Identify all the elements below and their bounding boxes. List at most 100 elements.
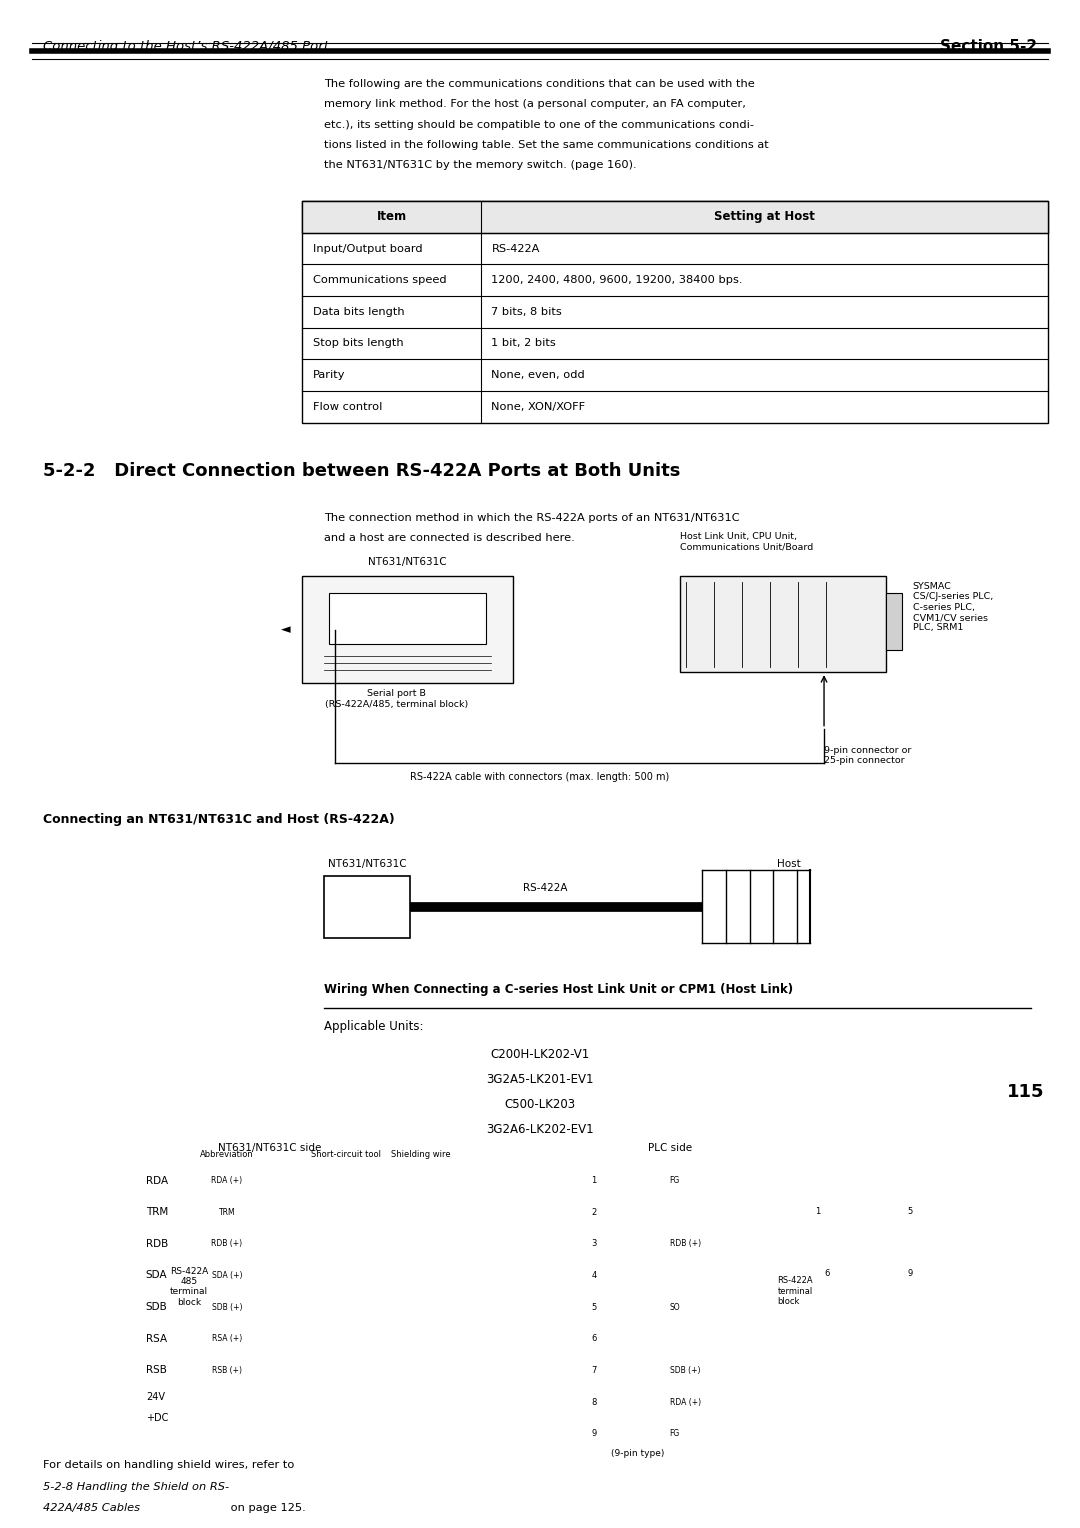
Text: 3G2A6-LK202-EV1: 3G2A6-LK202-EV1 (486, 1123, 594, 1135)
Text: Connecting to the Host’s RS-422A/485 Port: Connecting to the Host’s RS-422A/485 Por… (43, 40, 329, 53)
Circle shape (73, 1357, 99, 1384)
Text: the NT631/NT631C by the memory switch. (page 160).: the NT631/NT631C by the memory switch. (… (324, 160, 636, 171)
Text: C500-LK203: C500-LK203 (504, 1099, 576, 1111)
Text: Connecting an NT631/NT631C and Host (RS-422A): Connecting an NT631/NT631C and Host (RS-… (43, 813, 395, 827)
Text: The connection method in which the RS-422A ports of an NT631/NT631C: The connection method in which the RS-42… (324, 513, 740, 523)
Text: 1200, 2400, 4800, 9600, 19200, 38400 bps.: 1200, 2400, 4800, 9600, 19200, 38400 bps… (491, 275, 743, 286)
Text: PLC side: PLC side (648, 1143, 691, 1154)
Text: Parity: Parity (313, 370, 346, 380)
Circle shape (73, 1198, 99, 1225)
Text: Applicable Units:: Applicable Units: (324, 1021, 423, 1033)
Text: RDA: RDA (146, 1175, 167, 1186)
Text: Communications speed: Communications speed (313, 275, 447, 286)
Text: SDB (+): SDB (+) (670, 1366, 700, 1375)
Text: None, even, odd: None, even, odd (491, 370, 585, 380)
Text: Shielding wire: Shielding wire (391, 1151, 451, 1160)
Bar (329, 593, 486, 643)
Bar (810, 1177, 918, 1380)
Text: Stop bits length: Stop bits length (313, 338, 404, 348)
Text: 6: 6 (592, 1334, 596, 1343)
Text: 1: 1 (815, 1207, 821, 1216)
Text: 5: 5 (907, 1207, 913, 1216)
Text: RDA (+): RDA (+) (670, 1398, 701, 1406)
Circle shape (73, 1230, 99, 1258)
Bar (302, 202, 1048, 232)
Text: ◄: ◄ (282, 623, 291, 636)
Text: RDA (+): RDA (+) (212, 1177, 242, 1186)
Text: FG: FG (670, 1429, 679, 1438)
Text: NT631/NT631C side: NT631/NT631C side (218, 1143, 322, 1154)
Text: Input/Output board: Input/Output board (313, 243, 423, 254)
Text: Data bits length: Data bits length (313, 307, 405, 316)
Text: etc.), its setting should be compatible to one of the communications condi-: etc.), its setting should be compatible … (324, 119, 754, 130)
Bar (302, 202, 1048, 423)
Text: RDB: RDB (146, 1239, 168, 1248)
Text: NT631/NT631C: NT631/NT631C (328, 859, 406, 869)
Text: Host: Host (777, 859, 800, 869)
Text: 422A/485 Cables: 422A/485 Cables (43, 1502, 140, 1513)
Bar (302, 576, 513, 683)
Text: RS-422A cable with connectors (max. length: 500 m): RS-422A cable with connectors (max. leng… (410, 772, 670, 782)
Text: 7 bits, 8 bits: 7 bits, 8 bits (491, 307, 563, 316)
Text: 5-2-2   Direct Connection between RS-422A Ports at Both Units: 5-2-2 Direct Connection between RS-422A … (43, 461, 680, 480)
Text: RDB (+): RDB (+) (212, 1239, 242, 1248)
Text: SDB: SDB (146, 1302, 167, 1313)
Text: 5: 5 (592, 1302, 596, 1311)
Text: 3: 3 (592, 1239, 596, 1248)
Bar (324, 876, 410, 938)
Text: Section 5-2: Section 5-2 (940, 38, 1037, 53)
Text: RSA: RSA (146, 1334, 167, 1343)
Text: tions listed in the following table. Set the same communications conditions at: tions listed in the following table. Set… (324, 141, 769, 150)
Text: +DC: +DC (146, 1413, 168, 1423)
Text: RS-422A: RS-422A (491, 243, 540, 254)
Circle shape (73, 1325, 99, 1352)
Bar (680, 576, 886, 672)
Bar (886, 593, 902, 649)
Circle shape (73, 1262, 99, 1290)
Text: Wiring When Connecting a C-series Host Link Unit or CPM1 (Host Link): Wiring When Connecting a C-series Host L… (324, 983, 793, 996)
Text: TRM: TRM (146, 1207, 168, 1218)
Text: 8: 8 (592, 1398, 596, 1406)
Text: 9: 9 (907, 1268, 913, 1277)
Text: 24V: 24V (146, 1392, 165, 1403)
Text: None, XON/XOFF: None, XON/XOFF (491, 402, 585, 411)
Circle shape (73, 1294, 99, 1320)
Text: NT631/NT631C: NT631/NT631C (368, 558, 447, 567)
Text: (9-pin type): (9-pin type) (610, 1450, 664, 1458)
Text: 5-2-8 Handling the Shield on RS-: 5-2-8 Handling the Shield on RS- (43, 1482, 229, 1493)
Text: The following are the communications conditions that can be used with the: The following are the communications con… (324, 79, 755, 89)
Text: 1 bit, 2 bits: 1 bit, 2 bits (491, 338, 556, 348)
Text: memory link method. For the host (a personal computer, an FA computer,: memory link method. For the host (a pers… (324, 99, 746, 110)
Text: Item: Item (377, 211, 406, 223)
Text: RS-422A
485
terminal
block: RS-422A 485 terminal block (170, 1267, 208, 1306)
Bar (43, 1170, 162, 1398)
Text: 2: 2 (592, 1207, 596, 1216)
Text: C200H-LK202-V1: C200H-LK202-V1 (490, 1048, 590, 1062)
Text: Serial port B
(RS-422A/485, terminal block): Serial port B (RS-422A/485, terminal blo… (325, 689, 469, 709)
Text: RSB (+): RSB (+) (212, 1366, 242, 1375)
Text: TRM: TRM (218, 1207, 235, 1216)
Text: For details on handling shield wires, refer to: For details on handling shield wires, re… (43, 1459, 298, 1470)
Text: Flow control: Flow control (313, 402, 382, 411)
Text: 9: 9 (592, 1429, 596, 1438)
Text: 7: 7 (592, 1366, 596, 1375)
Text: RDB (+): RDB (+) (670, 1239, 701, 1248)
Text: SDA (+): SDA (+) (212, 1271, 242, 1280)
Text: 3G2A5-LK201-EV1: 3G2A5-LK201-EV1 (486, 1073, 594, 1086)
Text: FG: FG (670, 1177, 679, 1186)
Text: 6: 6 (824, 1268, 829, 1277)
Text: and a host are connected is described here.: and a host are connected is described he… (324, 533, 575, 544)
Text: RSB: RSB (146, 1366, 166, 1375)
Text: SYSMAC
CS/CJ-series PLC,
C-series PLC,
CVM1/CV series
PLC, SRM1: SYSMAC CS/CJ-series PLC, C-series PLC, C… (913, 582, 993, 633)
Text: SO: SO (670, 1302, 680, 1311)
Text: RS-422A
terminal
block: RS-422A terminal block (778, 1276, 813, 1306)
Text: RSA (+): RSA (+) (212, 1334, 242, 1343)
Text: RS-422A: RS-422A (523, 883, 568, 892)
Text: 115: 115 (1008, 1083, 1044, 1102)
Text: 1: 1 (592, 1177, 596, 1186)
Text: Short-circuit tool: Short-circuit tool (311, 1151, 380, 1160)
Text: Abbreviation: Abbreviation (200, 1151, 254, 1160)
Text: SDB (+): SDB (+) (212, 1302, 242, 1311)
Text: 9-pin connector or
25-pin connector: 9-pin connector or 25-pin connector (824, 746, 912, 766)
Text: SDA: SDA (146, 1270, 167, 1280)
